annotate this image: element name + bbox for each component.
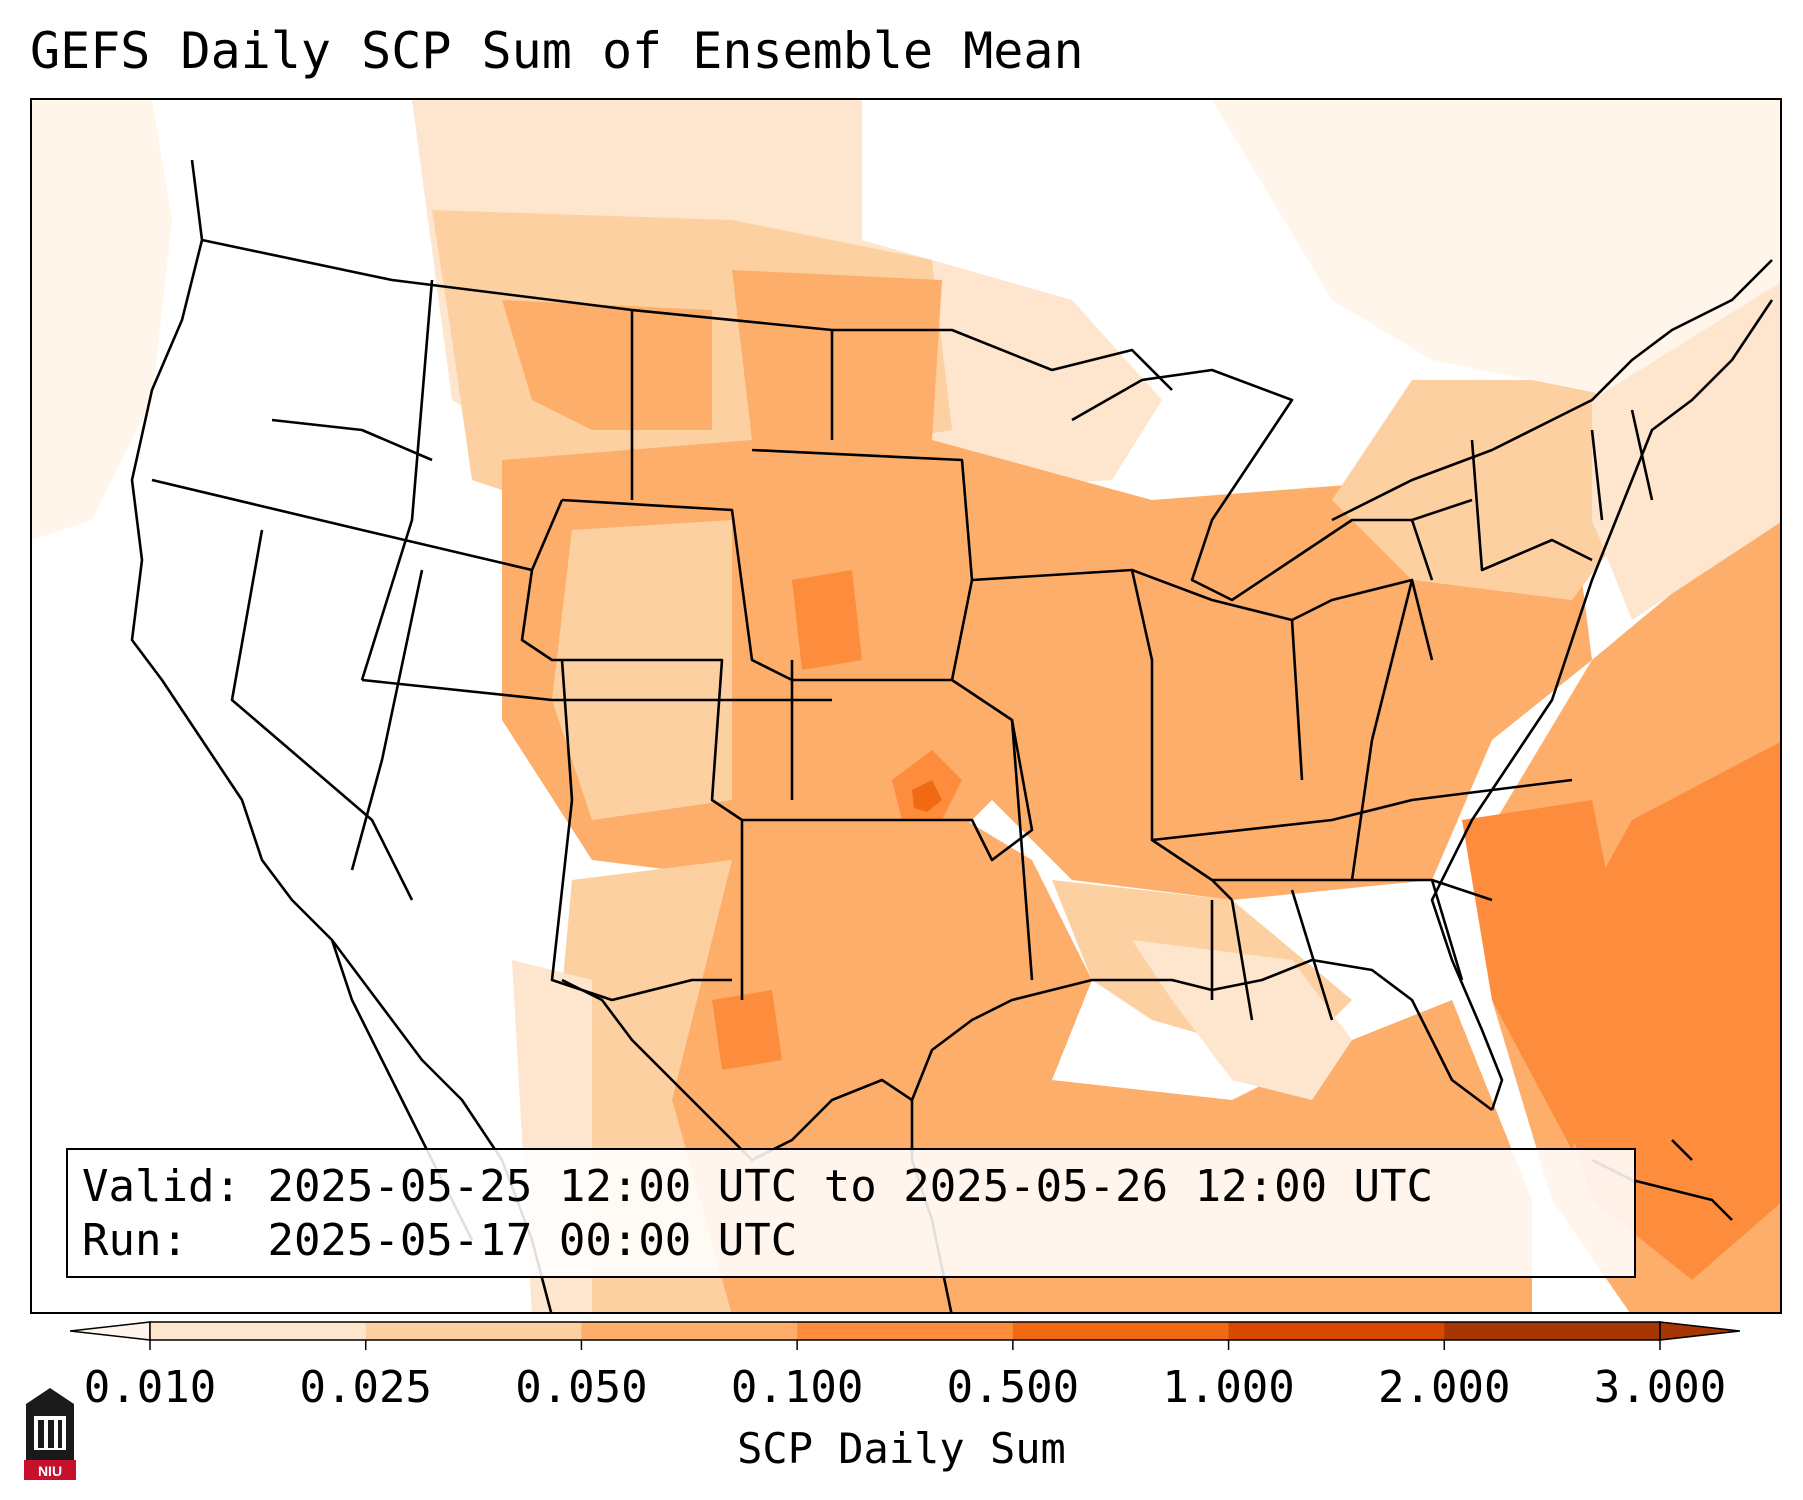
colorbar-segment (797, 1322, 1014, 1340)
colorbar-tick-label: 3.000 (1593, 1362, 1727, 1413)
run-value: 2025-05-17 00:00 UTC (267, 1215, 798, 1266)
state-borders (130, 159, 1774, 1312)
colorbar-extend-low (70, 1321, 151, 1341)
colorbar-segment (581, 1322, 798, 1340)
colorbar-segment (1444, 1322, 1661, 1340)
scp-map (32, 100, 1780, 1312)
niu-logo: NIU (24, 1388, 76, 1480)
colorbar-segment (150, 1322, 367, 1340)
colorbar-tick-label: 0.100 (730, 1362, 864, 1413)
validity-info-box: Valid: 2025-05-25 12:00 UTC to 2025-05-2… (66, 1148, 1636, 1278)
valid-value: 2025-05-25 12:00 UTC to 2025-05-26 12:00… (267, 1161, 1434, 1212)
colorbar-segment (365, 1322, 582, 1340)
colorbar-tick-label: 2.000 (1378, 1362, 1511, 1413)
run-label: Run: (82, 1215, 188, 1266)
colorbar-segment (1012, 1322, 1230, 1340)
colorbar-tick-label: 0.010 (83, 1362, 217, 1413)
map-title: GEFS Daily SCP Sum of Ensemble Mean (30, 22, 1084, 80)
scp-shading (32, 100, 1780, 1312)
colorbar-tick-label: 1.000 (1162, 1362, 1295, 1413)
colorbar-tick-label: 0.025 (299, 1362, 432, 1413)
map-panel (30, 98, 1782, 1314)
colorbar-tick-label: 0.500 (946, 1362, 1080, 1413)
colorbar-border (149, 1321, 1661, 1341)
colorbar-tick-label: 0.050 (515, 1362, 648, 1413)
colorbar-label: SCP Daily Sum (737, 1424, 1066, 1473)
valid-label: Valid: (82, 1161, 241, 1212)
colorbar-extend-high (1659, 1321, 1740, 1341)
colorbar (70, 1321, 1740, 1350)
niu-logo-text: NIU (38, 1463, 62, 1479)
colorbar-segment (1228, 1322, 1445, 1340)
